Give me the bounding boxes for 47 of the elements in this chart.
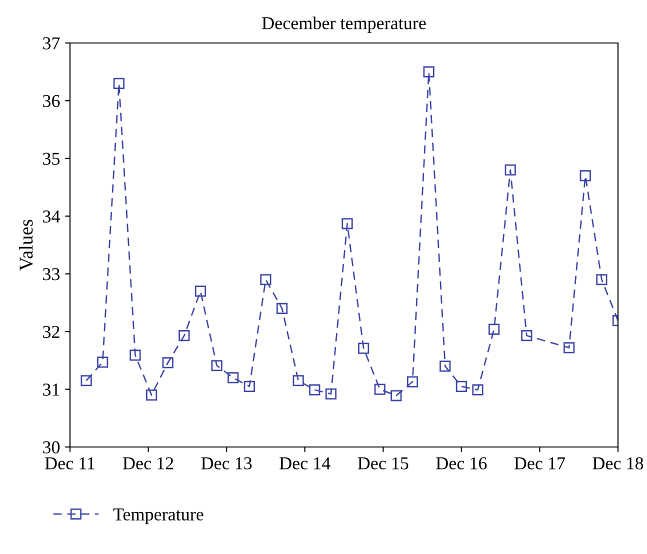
chart-title: December temperature [262,16,426,33]
y-axis-title: Values [19,220,33,271]
y-tick-label: 33 [43,268,60,280]
point [113,78,124,89]
point [146,390,158,401]
point [456,380,467,392]
x-tick-label: Dec 15 [358,457,408,470]
point [521,330,532,342]
point [211,360,222,372]
point [390,390,402,402]
point [504,164,516,176]
x-tick-label: Dec 12 [122,457,174,470]
legend-label: Temperature [113,508,204,524]
y-tick-label: 32 [43,326,60,338]
point [97,356,108,368]
point [130,350,141,361]
point [374,384,386,395]
point [358,342,370,354]
x-tick-label: Dec 16 [436,457,487,470]
y-tick-label: 36 [43,95,60,108]
y-tick-label: 30 [43,441,60,454]
point [260,274,272,286]
point [194,286,206,297]
point [228,372,239,384]
x-tick-label: Dec 13 [201,457,252,470]
point [162,357,174,368]
point [276,302,288,314]
point [80,375,92,386]
point [244,380,255,392]
x-tick-label: Dec 18 [592,457,644,470]
y-tick-label: 35 [43,152,60,165]
point [309,384,320,396]
point [488,324,500,335]
point [440,360,451,372]
y-tick-label: 37 [43,37,60,50]
point [406,376,418,388]
y-tick-label: 31 [43,384,60,396]
point [423,66,434,78]
point [292,375,304,386]
point [325,388,337,400]
y-tick-label: 34 [43,210,60,223]
x-tick-label: Dec 17 [514,457,566,470]
x-tick-label: Dec 14 [280,457,330,470]
point [178,330,190,342]
point [342,218,353,230]
x-tick-label: Dec 11 [45,457,94,470]
point [472,384,484,396]
